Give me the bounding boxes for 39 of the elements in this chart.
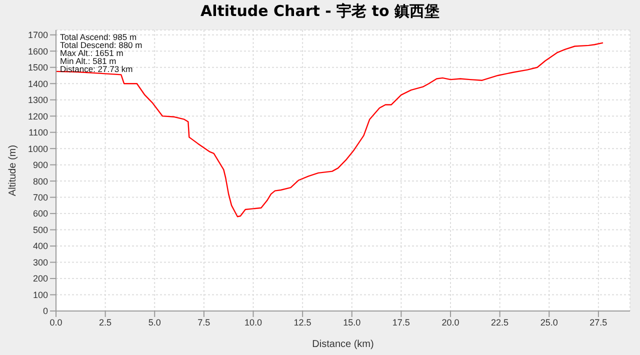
y-tick-label: 300: [32, 257, 48, 268]
annotation: Total Ascend: 985 m: [60, 32, 138, 42]
x-tick-label: 5.0: [148, 317, 161, 328]
y-tick-label: 500: [32, 224, 48, 235]
x-tick-label: 27.5: [590, 317, 608, 328]
x-tick-label: 17.5: [392, 317, 410, 328]
y-tick-label: 1100: [28, 128, 48, 138]
line-series: [56, 42, 604, 218]
y-tick-label: 900: [32, 160, 48, 170]
annotation: Min Alt.: 581 m: [60, 56, 118, 66]
y-tick-label: 200: [32, 274, 48, 284]
chart-title: Altitude Chart - 宇老 to 鎮西堡: [199, 2, 440, 21]
y-tick-label: 1700: [28, 30, 48, 40]
y-tick-label: 0: [42, 306, 48, 316]
y-tick-label: 1300: [28, 95, 48, 106]
x-tick-label: 15.0: [343, 317, 361, 328]
annotation: Distance: 27.73 km: [60, 64, 134, 74]
y-tick-label: 1500: [28, 62, 48, 73]
x-tick-label: 0.0: [50, 317, 62, 328]
annotation: Max Alt.: 1651 m: [60, 48, 124, 58]
y-tick-label: 100: [32, 290, 48, 300]
annotation: Total Descend: 880 m: [60, 40, 142, 50]
y-tick-label: 600: [32, 208, 48, 219]
y-axis-title: Altitude (m): [8, 144, 19, 196]
y-tick-label: 700: [32, 192, 48, 202]
x-axis-title: Distance (km): [312, 339, 374, 350]
x-tick-label: 22.5: [491, 317, 509, 328]
y-tick-label: 1400: [28, 78, 48, 89]
x-tick-label: 10.0: [244, 317, 262, 328]
x-tick-label: 2.5: [99, 317, 112, 328]
y-tick-label: 1000: [28, 144, 48, 154]
x-tick-label: 25.0: [540, 317, 558, 328]
x-tick-label: 12.5: [294, 317, 312, 328]
y-tick-label: 400: [32, 241, 48, 252]
x-tick-label: 20.0: [442, 317, 460, 328]
y-tick-label: 1200: [28, 111, 48, 122]
y-tick-label: 1600: [28, 46, 48, 56]
x-tick-label: 7.5: [198, 317, 210, 328]
y-tick-label: 800: [32, 176, 48, 186]
